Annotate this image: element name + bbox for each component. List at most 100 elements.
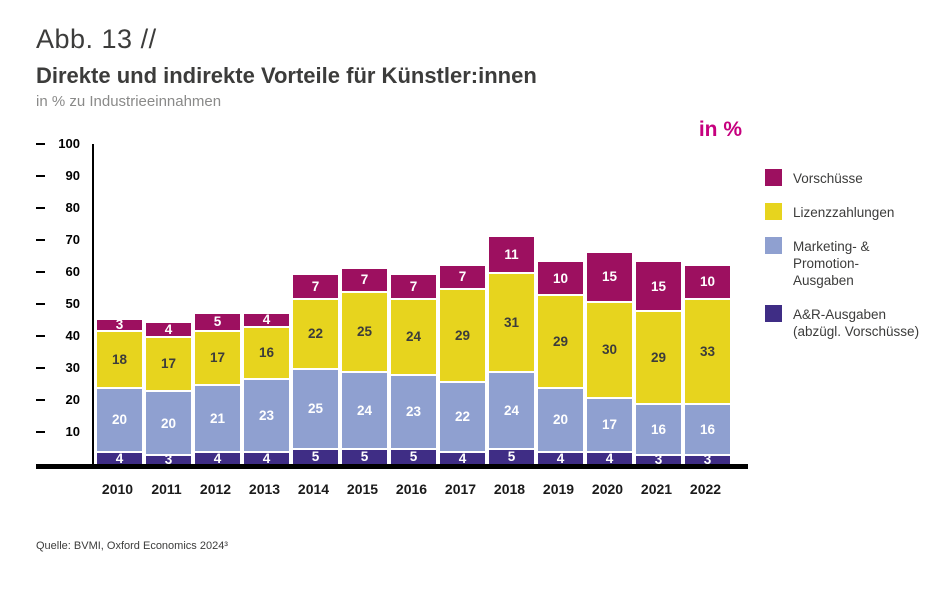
unit-label: in % xyxy=(698,118,742,141)
bar-segment: 4 xyxy=(244,451,289,465)
x-axis-label: 2013 xyxy=(248,481,281,497)
y-tick-mark xyxy=(36,431,45,433)
legend-label: Lizenzzahlungen xyxy=(793,205,895,220)
bar-segment: 24 xyxy=(391,297,436,375)
y-tick-mark xyxy=(36,271,45,273)
x-axis-line xyxy=(36,464,748,469)
bar-segment: 4 xyxy=(146,323,191,336)
legend-item: Marketing- & Promotion- Ausgaben xyxy=(765,237,935,289)
y-tick-mark xyxy=(36,399,45,401)
x-axis-label: 2022 xyxy=(689,481,722,497)
x-axis-label: 2011 xyxy=(151,481,182,497)
legend-item: Vorschüsse xyxy=(765,169,935,187)
legend-swatch xyxy=(765,305,782,322)
bar-segment: 10 xyxy=(685,265,730,298)
y-tick-mark xyxy=(36,207,45,209)
bar-segment: 7 xyxy=(293,275,338,298)
x-axis-label: 2010 xyxy=(101,481,134,497)
x-axis-label: 2021 xyxy=(640,481,673,497)
y-axis: 100 90 80 70 60 50 40 30 20 10 xyxy=(36,136,92,464)
bar-segment: 3 xyxy=(636,453,681,466)
chart: in % 100 90 80 70 60 50 40 30 20 10 3 18 20 4 4 17 20 3 5… xyxy=(36,118,748,497)
page-subtitle: in % zu Industrieeinnahmen xyxy=(36,93,222,110)
y-tick-label: 50 xyxy=(65,296,80,311)
x-axis-label: 2018 xyxy=(493,481,526,497)
bar-segment: 4 xyxy=(195,451,240,465)
bar-segment: 3 xyxy=(685,453,730,466)
bar-segment: 11 xyxy=(489,236,534,273)
bar: 7 29 22 4 xyxy=(440,265,485,465)
y-tick-label: 90 xyxy=(65,168,80,183)
bar-segment: 23 xyxy=(391,374,436,448)
bar-segment: 20 xyxy=(146,390,191,455)
bar-segment: 10 xyxy=(538,262,583,295)
x-axis-label: 2016 xyxy=(395,481,428,497)
y-tick-label: 10 xyxy=(65,424,80,439)
bar-segment: 18 xyxy=(97,329,142,388)
bar-segment: 7 xyxy=(391,275,436,298)
y-tick-label: 60 xyxy=(65,264,80,279)
y-tick-mark xyxy=(36,335,45,337)
legend: Vorschüsse Lizenzzahlungen Marketing- & Pr… xyxy=(765,169,935,357)
bar: 11 31 24 5 xyxy=(489,236,534,464)
y-tick-mark xyxy=(36,303,45,305)
bar-segment: 30 xyxy=(587,300,632,397)
bar-segment: 17 xyxy=(146,336,191,391)
bar-segment: 25 xyxy=(293,368,338,448)
legend-label: A&R-Ausgaben (abzügl. Vorschüsse) xyxy=(793,307,920,339)
bar-segment: 5 xyxy=(391,448,436,464)
legend-swatch xyxy=(765,237,782,254)
bar: 5 17 21 4 xyxy=(195,313,240,465)
bar-segment: 21 xyxy=(195,384,240,452)
figure-label: Abb. 13 // xyxy=(36,24,157,54)
bar-segment: 16 xyxy=(685,403,730,455)
bar: 10 33 16 3 xyxy=(685,265,730,466)
bar-segment: 3 xyxy=(146,453,191,466)
bar-segment: 4 xyxy=(538,451,583,465)
bar-segment: 22 xyxy=(440,380,485,452)
bar-segment: 33 xyxy=(685,297,730,404)
y-tick-label: 80 xyxy=(65,200,80,215)
bar-segment: 25 xyxy=(342,291,387,372)
legend-item: Lizenzzahlungen xyxy=(765,203,935,221)
bar-segment: 22 xyxy=(293,297,338,368)
y-tick-label: 100 xyxy=(58,136,80,151)
bar-segment: 7 xyxy=(440,265,485,289)
y-tick-mark xyxy=(36,239,45,241)
page-title: Direkte und indirekte Vorteile für Künst… xyxy=(36,63,537,88)
bar: 7 24 23 5 xyxy=(391,275,436,464)
legend-label: Marketing- & Promotion- Ausgaben xyxy=(793,239,870,288)
bar-segment: 20 xyxy=(538,387,583,452)
plot: 3 18 20 4 4 17 20 3 5 17 21 4 4 16 23 4 7 22 25 5 7 25 24 5 7 24 2… xyxy=(92,144,748,466)
bar-segment: 24 xyxy=(342,371,387,448)
bar-segment: 5 xyxy=(293,448,338,464)
x-axis-label: 2019 xyxy=(542,481,575,497)
bar-segment: 29 xyxy=(636,310,681,404)
legend-swatch xyxy=(765,169,782,186)
bar-segment: 16 xyxy=(636,403,681,455)
y-tick-label: 40 xyxy=(65,328,80,343)
legend-item: A&R-Ausgaben (abzügl. Vorschüsse) xyxy=(765,305,935,340)
bar-segment: 15 xyxy=(636,262,681,311)
bar-segment: 31 xyxy=(489,272,534,372)
y-tick-mark xyxy=(36,367,45,369)
x-axis-labels: 2010 2011 2012 2013 2014 2015 2016 2017 2018 2019… xyxy=(36,481,748,497)
bar: 10 29 20 4 xyxy=(538,262,583,465)
bar-segment: 15 xyxy=(587,252,632,301)
bar-segment: 29 xyxy=(440,288,485,381)
x-axis-label: 2020 xyxy=(591,481,624,497)
bar: 7 22 25 5 xyxy=(293,275,338,464)
x-axis-label: 2017 xyxy=(444,481,477,497)
bar-segment: 5 xyxy=(489,448,534,464)
x-axis-label: 2012 xyxy=(199,481,232,497)
y-tick-label: 70 xyxy=(65,232,80,247)
bar-segment: 4 xyxy=(587,451,632,465)
bar-segment: 4 xyxy=(440,451,485,465)
y-tick-label: 30 xyxy=(65,360,80,375)
bar: 15 30 17 4 xyxy=(587,252,632,465)
bar-segment: 23 xyxy=(244,377,289,452)
legend-swatch xyxy=(765,203,782,220)
x-axis-label: 2015 xyxy=(346,481,379,497)
bar: 7 25 24 5 xyxy=(342,268,387,464)
source-note: Quelle: BVMI, Oxford Economics 2024³ xyxy=(36,540,228,552)
